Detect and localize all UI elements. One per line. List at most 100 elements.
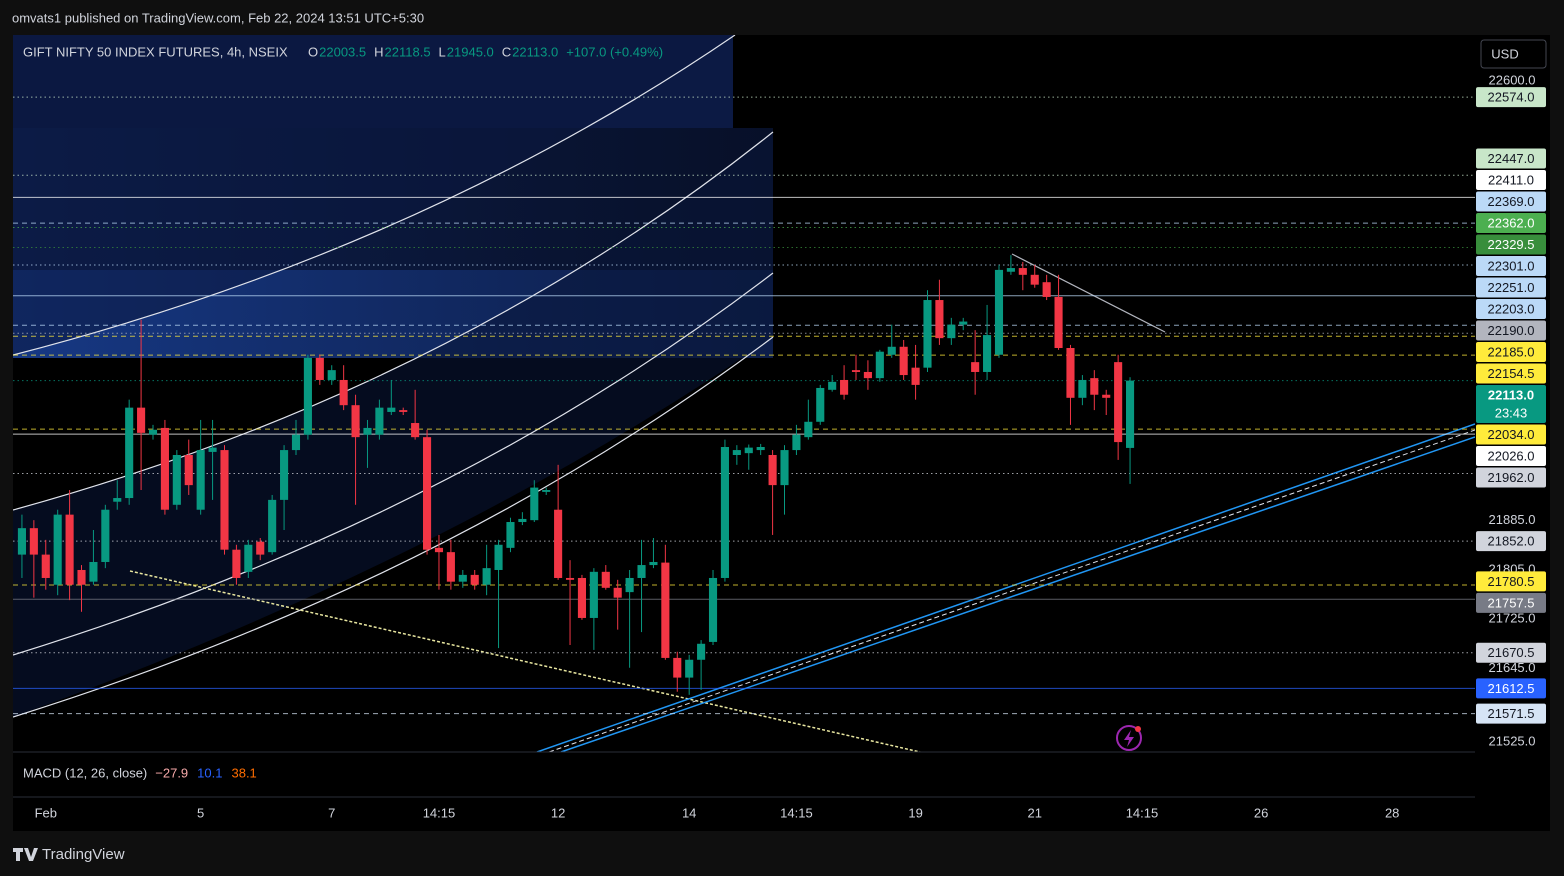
candle-body [756, 446, 765, 451]
macd-values: −27.9 10.1 38.1 [155, 765, 257, 780]
candle-body [1018, 268, 1027, 275]
channel-fill [13, 35, 735, 355]
macd-value: −27.9 [155, 765, 188, 780]
candle-body [363, 427, 372, 435]
x-tick-label: 7 [328, 805, 335, 820]
price-tag [1476, 592, 1546, 613]
candle-body [994, 269, 1004, 355]
macd-label: MACD (12, 26, close) [23, 765, 147, 780]
candle-body [911, 367, 920, 385]
candle-body [1102, 394, 1111, 398]
price-tag [1476, 213, 1546, 234]
candle-body [828, 381, 837, 390]
candle-body [375, 407, 384, 435]
levels [13, 96, 1475, 715]
trend-channel [536, 423, 1475, 752]
candle-body [65, 514, 74, 585]
price-tag-label: 22329.5 [1488, 237, 1535, 252]
legend-key: L [439, 44, 446, 59]
candle-body [959, 321, 968, 325]
candle-body [458, 574, 467, 582]
price-tag [1476, 703, 1546, 724]
candle-body [184, 454, 193, 486]
time-scale: Feb 5 7 14:15 12 14 14:15 19 21 14:15 26 28 [35, 805, 1400, 820]
candle-body [244, 544, 253, 572]
candle-body [720, 446, 729, 578]
price-countdown: 23:43 [1495, 405, 1528, 420]
price-tag [1476, 642, 1546, 663]
candle-body [339, 379, 348, 406]
candle-body [482, 568, 491, 585]
trend-line [129, 570, 921, 752]
candle-body [863, 371, 872, 379]
trend-line [1011, 253, 1166, 333]
price-tag-label: 22026.0 [1488, 448, 1535, 463]
candle-body [41, 554, 50, 578]
candle-body [148, 429, 158, 435]
candle-body [542, 490, 551, 492]
candle-body [935, 300, 944, 339]
candle-body [947, 324, 956, 339]
candle-body [899, 346, 908, 376]
candle-body [673, 657, 682, 678]
candle-body [530, 487, 539, 521]
candle-body [172, 454, 181, 505]
logo-text: TradingView [42, 846, 125, 863]
price-tag [1476, 320, 1546, 341]
price-tag-label: 21757.5 [1488, 595, 1535, 610]
candle-body [196, 450, 205, 510]
candle-body [399, 410, 408, 412]
price-tag-label: 21670.5 [1488, 645, 1535, 660]
candle-body [125, 407, 134, 499]
candle-body [268, 499, 277, 553]
legend-value: 21945.0 [447, 44, 494, 59]
currency-button[interactable] [1480, 39, 1547, 69]
x-tick-label: 14:15 [423, 805, 456, 820]
candle-body [768, 454, 777, 486]
price-tag [1476, 446, 1546, 467]
candle-body [77, 569, 86, 585]
x-tick-label: Feb [35, 805, 57, 820]
price-tag-label: 22154.5 [1488, 366, 1535, 381]
candle-body [923, 300, 932, 368]
candle-body [554, 509, 563, 578]
candle-body [649, 561, 658, 566]
candle-body [1042, 282, 1051, 297]
y-tick-label: 21525.0 [1489, 734, 1536, 749]
candle-body [577, 577, 587, 618]
candle-body [744, 447, 753, 454]
macd-pane [13, 752, 1475, 797]
legend-key: O [308, 44, 318, 59]
time-axis [13, 797, 1475, 831]
candle-body [637, 565, 646, 578]
y-tick-label: 21885.0 [1489, 512, 1536, 527]
price-tags: 22574.0 22447.0 22411.0 22369.0 22362.0 22329… [1476, 87, 1546, 724]
y-tick-label: 21725.0 [1489, 611, 1536, 626]
alert-icon-bolt [1124, 730, 1134, 747]
legend-change: +107.0 (+0.49%) [566, 44, 663, 59]
candle-body [411, 423, 420, 438]
trend-channel [548, 429, 1475, 752]
trend-channel [560, 436, 1475, 752]
alert-icon[interactable] [1116, 725, 1142, 751]
legend-value: 22003.5 [319, 44, 366, 59]
candle-body [232, 549, 241, 578]
x-tick-label: 14 [682, 805, 696, 820]
candle-body [589, 571, 598, 618]
price-tag [1476, 571, 1546, 592]
candle-body [1006, 268, 1015, 272]
candle-body [685, 659, 694, 678]
candle-body [1090, 378, 1099, 395]
x-tick-label: 19 [908, 805, 922, 820]
candle-body [327, 370, 336, 380]
candle-body [315, 357, 324, 380]
price-tag [1476, 256, 1546, 277]
candle-body [601, 571, 610, 588]
price-tag-label: 21962.0 [1488, 470, 1535, 485]
legend-key: H [374, 44, 383, 59]
macd-value: 38.1 [231, 765, 256, 780]
y-tick-label: 21645.0 [1489, 660, 1536, 675]
price-tag-label: 22203.0 [1488, 301, 1535, 316]
